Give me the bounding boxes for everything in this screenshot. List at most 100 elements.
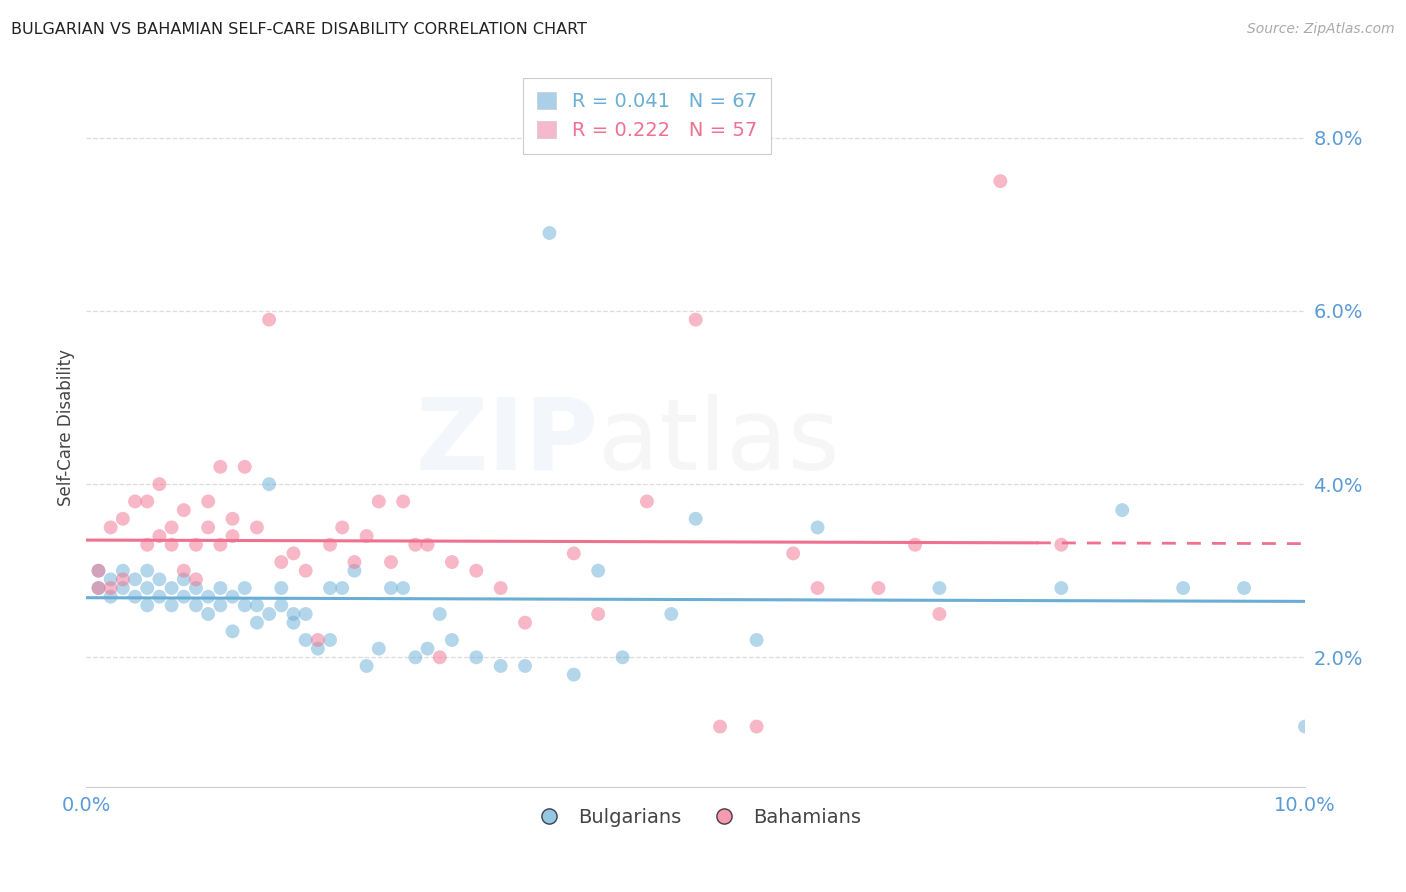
- Point: [221, 590, 243, 604]
- Point: [586, 607, 609, 621]
- Point: [173, 503, 195, 517]
- Point: [111, 573, 134, 587]
- Point: [612, 650, 634, 665]
- Point: [160, 599, 183, 613]
- Point: [197, 590, 219, 604]
- Point: [489, 581, 512, 595]
- Point: [87, 564, 110, 578]
- Point: [562, 667, 585, 681]
- Point: [283, 607, 305, 621]
- Point: [343, 555, 366, 569]
- Point: [343, 564, 366, 578]
- Point: [404, 650, 426, 665]
- Point: [356, 659, 378, 673]
- Point: [330, 520, 353, 534]
- Point: [440, 555, 463, 569]
- Point: [1050, 581, 1073, 595]
- Point: [100, 573, 122, 587]
- Point: [283, 546, 305, 560]
- Text: Source: ZipAtlas.com: Source: ZipAtlas.com: [1247, 22, 1395, 37]
- Point: [685, 512, 707, 526]
- Point: [380, 581, 402, 595]
- Point: [319, 581, 342, 595]
- Point: [392, 581, 415, 595]
- Point: [221, 529, 243, 543]
- Point: [173, 573, 195, 587]
- Point: [246, 599, 269, 613]
- Text: ZIP: ZIP: [415, 393, 598, 491]
- Point: [197, 494, 219, 508]
- Point: [928, 581, 950, 595]
- Point: [111, 581, 134, 595]
- Point: [294, 607, 316, 621]
- Point: [221, 512, 243, 526]
- Point: [233, 599, 256, 613]
- Point: [100, 590, 122, 604]
- Point: [246, 520, 269, 534]
- Point: [294, 564, 316, 578]
- Point: [209, 599, 232, 613]
- Point: [209, 459, 232, 474]
- Point: [685, 312, 707, 326]
- Point: [429, 607, 451, 621]
- Point: [513, 615, 536, 630]
- Point: [367, 494, 389, 508]
- Point: [136, 494, 159, 508]
- Point: [184, 581, 207, 595]
- Point: [136, 581, 159, 595]
- Point: [148, 590, 170, 604]
- Point: [636, 494, 658, 508]
- Point: [659, 607, 682, 621]
- Point: [111, 512, 134, 526]
- Point: [440, 632, 463, 647]
- Y-axis label: Self-Care Disability: Self-Care Disability: [58, 350, 75, 507]
- Legend: Bulgarians, Bahamians: Bulgarians, Bahamians: [522, 800, 869, 835]
- Point: [465, 650, 488, 665]
- Text: BULGARIAN VS BAHAMIAN SELF-CARE DISABILITY CORRELATION CHART: BULGARIAN VS BAHAMIAN SELF-CARE DISABILI…: [11, 22, 588, 37]
- Point: [1294, 720, 1316, 734]
- Point: [173, 590, 195, 604]
- Point: [319, 632, 342, 647]
- Point: [257, 477, 280, 491]
- Point: [270, 555, 292, 569]
- Point: [87, 581, 110, 595]
- Point: [148, 477, 170, 491]
- Point: [184, 538, 207, 552]
- Point: [1233, 581, 1256, 595]
- Point: [184, 599, 207, 613]
- Point: [538, 226, 561, 240]
- Point: [806, 520, 828, 534]
- Point: [416, 538, 439, 552]
- Point: [270, 581, 292, 595]
- Point: [319, 538, 342, 552]
- Point: [197, 520, 219, 534]
- Point: [868, 581, 890, 595]
- Point: [1173, 581, 1195, 595]
- Point: [1050, 538, 1073, 552]
- Point: [709, 720, 731, 734]
- Point: [136, 564, 159, 578]
- Point: [136, 599, 159, 613]
- Point: [928, 607, 950, 621]
- Point: [246, 615, 269, 630]
- Point: [233, 459, 256, 474]
- Point: [380, 555, 402, 569]
- Point: [307, 632, 329, 647]
- Point: [1111, 503, 1133, 517]
- Point: [209, 581, 232, 595]
- Point: [124, 494, 146, 508]
- Point: [283, 615, 305, 630]
- Point: [111, 564, 134, 578]
- Point: [782, 546, 804, 560]
- Point: [257, 312, 280, 326]
- Point: [294, 632, 316, 647]
- Point: [392, 494, 415, 508]
- Point: [745, 632, 768, 647]
- Point: [209, 538, 232, 552]
- Point: [124, 573, 146, 587]
- Point: [136, 538, 159, 552]
- Point: [87, 564, 110, 578]
- Point: [124, 590, 146, 604]
- Point: [100, 520, 122, 534]
- Point: [745, 720, 768, 734]
